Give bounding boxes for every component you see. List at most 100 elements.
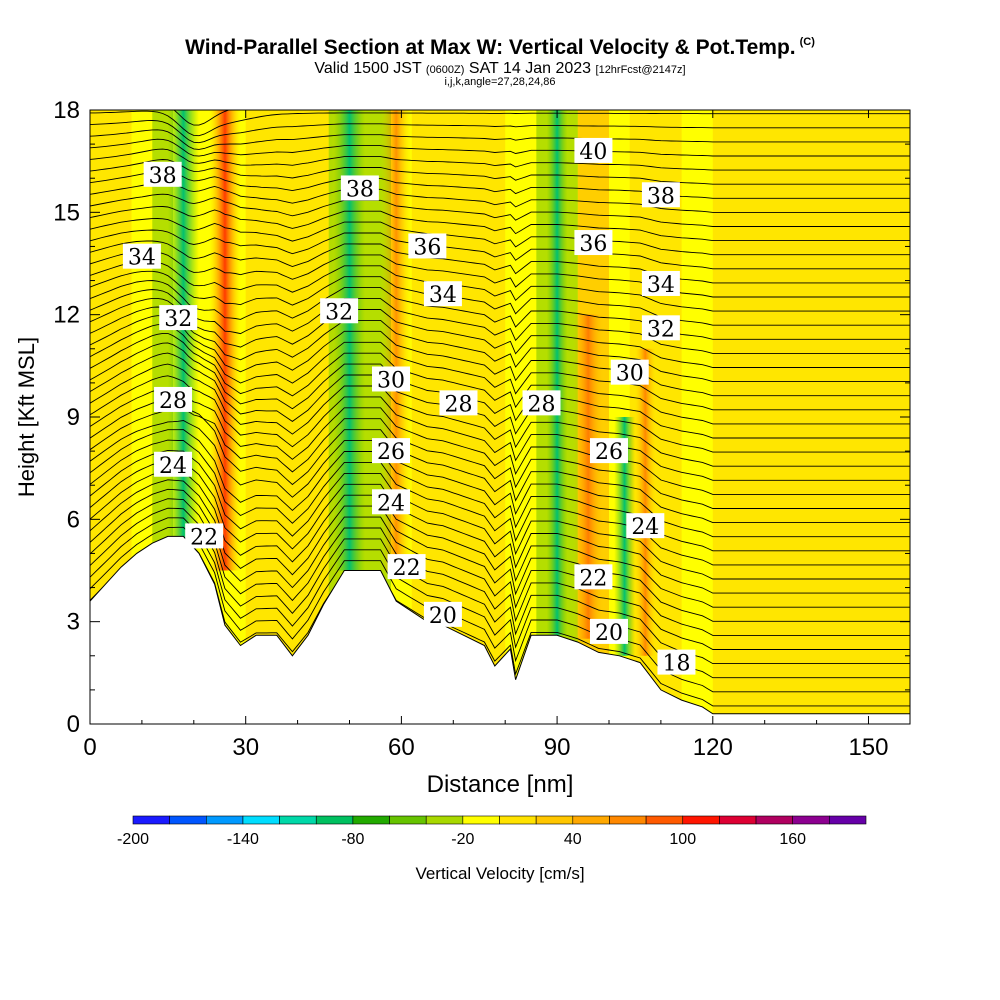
- updraft-column: [634, 348, 656, 656]
- theta-label: 26: [372, 438, 411, 465]
- theta-label-box: [522, 390, 561, 416]
- theta-label: 24: [154, 451, 193, 479]
- isentrope: [90, 479, 910, 622]
- theta-label: 18: [657, 649, 696, 677]
- theta-label-text: 36: [579, 232, 607, 257]
- x-tick-label: 0: [83, 734, 96, 761]
- y-tick-label: 3: [67, 609, 80, 636]
- theta-label-text: 24: [377, 491, 405, 516]
- isentrope: [90, 406, 910, 524]
- theta-label-text: 22: [393, 556, 421, 581]
- colorbar-tick-label: -140: [227, 831, 259, 848]
- colorbar-swatch: [572, 815, 610, 825]
- theta-label: 38: [143, 161, 182, 189]
- isentrope: [90, 193, 910, 227]
- isentrope: [90, 289, 910, 354]
- isentrope: [90, 129, 910, 150]
- theta-label-box: [122, 243, 161, 269]
- theta-label-text: 38: [149, 164, 177, 189]
- isentrope: [90, 375, 910, 481]
- theta-label: 34: [423, 281, 462, 308]
- isentrope: [90, 536, 910, 707]
- isentrope: [90, 400, 910, 509]
- theta-label-text: 20: [429, 604, 457, 629]
- isentrope: [90, 120, 910, 144]
- isentrope: [90, 507, 910, 665]
- theta-label-box: [423, 281, 462, 307]
- colorbar-swatch: [535, 815, 574, 825]
- theta-label-box: [589, 618, 628, 644]
- isentrope: [90, 280, 910, 340]
- theta-label-box: [574, 230, 613, 256]
- theta-label-box: [154, 451, 193, 477]
- x-tick-label: 90: [544, 734, 571, 761]
- theta-label: 28: [439, 390, 478, 417]
- colorbar-swatch: [425, 815, 464, 825]
- theta-label: 26: [589, 438, 628, 465]
- theta-label: 32: [320, 298, 359, 325]
- theta-label: 20: [589, 618, 628, 646]
- theta-label-text: 20: [595, 621, 623, 646]
- y-tick-label: 15: [53, 199, 80, 226]
- isentrope: [173, 110, 231, 126]
- isentrope: [90, 206, 910, 242]
- theta-label-box: [574, 137, 613, 163]
- colorbar-tick-label: 40: [564, 831, 582, 848]
- colorbar-swatch: [352, 815, 390, 825]
- isentrope: [90, 469, 910, 608]
- y-axis-label: Height [Kft MSL]: [14, 337, 39, 497]
- downdraft-column: [614, 417, 635, 656]
- isentrope: [90, 229, 910, 270]
- isentrope: [90, 270, 910, 326]
- colorbar: -200 -140 -80 -20 40 100 160: [117, 815, 867, 848]
- theta-label-text: 30: [616, 362, 644, 387]
- theta-label-text: 24: [631, 515, 659, 540]
- y-tick-label: 12: [53, 302, 80, 329]
- isentrope: [90, 439, 910, 566]
- x-tick-label: 120: [693, 734, 733, 761]
- terrain-mask: [89, 535, 911, 725]
- colorbar-swatch: [755, 815, 793, 825]
- theta-label: 28: [522, 390, 561, 417]
- theta-label: 22: [574, 564, 613, 591]
- theta-label-text: 24: [159, 454, 187, 479]
- theta-label-box: [159, 305, 198, 331]
- colorbar-tick-label: -80: [341, 831, 364, 848]
- theta-label-box: [154, 386, 193, 412]
- isentrope: [90, 261, 910, 312]
- x-axis-label: Distance [nm]: [427, 771, 574, 798]
- colorbar-swatch: [719, 815, 757, 825]
- theta-label-text: 38: [647, 184, 675, 209]
- isentrope: [90, 138, 910, 157]
- chart-title: Wind-Parallel Section at Max W: Vertical…: [185, 36, 815, 59]
- theta-label: 22: [387, 554, 426, 581]
- terrain: [89, 535, 911, 725]
- theta-label-text: 28: [159, 389, 187, 414]
- x-tick-label: 60: [388, 734, 415, 761]
- theta-label-text: 34: [429, 283, 457, 308]
- colorbar-swatch: [792, 815, 830, 825]
- colorbar-swatch: [645, 815, 684, 825]
- theta-label-text: 36: [413, 235, 441, 260]
- theta-label-box: [143, 161, 182, 187]
- plot-area: [90, 110, 910, 724]
- theta-label: 30: [610, 359, 649, 387]
- theta-label-box: [340, 175, 379, 201]
- isentrope: [90, 526, 910, 693]
- theta-label-box: [641, 315, 680, 341]
- isentrope: [90, 387, 910, 495]
- isentrope: [90, 297, 910, 368]
- isentrope: [90, 352, 910, 453]
- theta-label-box: [439, 390, 478, 416]
- theta-label-box: [589, 438, 628, 464]
- theta-label: 24: [626, 513, 665, 540]
- theta-label-box: [610, 359, 649, 385]
- theta-label: 30: [372, 366, 411, 393]
- theta-label: 24: [372, 489, 411, 516]
- theta-label-box: [372, 366, 411, 392]
- theta-label-text: 32: [325, 300, 353, 325]
- colorbar-swatch: [682, 815, 720, 825]
- isentrope: [90, 323, 910, 411]
